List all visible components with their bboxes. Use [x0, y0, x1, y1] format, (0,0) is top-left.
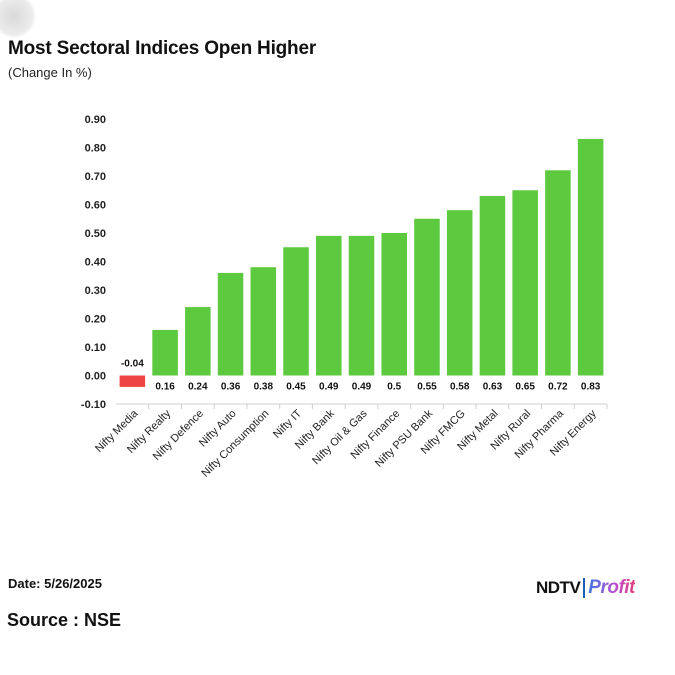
data-label: 0.83: [581, 382, 601, 393]
data-label: 0.49: [352, 382, 372, 393]
bar: [250, 267, 277, 376]
chart-subtitle: (Change In %): [8, 65, 92, 80]
data-label: 0.36: [221, 382, 241, 393]
bar: [545, 170, 571, 376]
bar: [283, 247, 309, 376]
bar: [119, 375, 146, 387]
y-tick-label: 0.20: [85, 314, 106, 326]
data-label: 0.38: [254, 382, 274, 393]
bar: [381, 233, 407, 376]
bar: [185, 307, 211, 376]
bar: [316, 235, 342, 376]
bars: [119, 138, 604, 387]
data-label: 0.63: [483, 382, 503, 393]
bar: [577, 138, 604, 376]
y-tick-label: 0.10: [85, 342, 106, 354]
ndtv-profit-logo: NDTV Profit: [536, 576, 635, 600]
y-tick-label: -0.10: [81, 399, 106, 411]
y-axis: 0.90 0.80 0.70 0.60 0.50 0.40 0.30 0.20 0.10 0.00…: [81, 114, 106, 411]
logo-profit-text: Profit: [588, 577, 635, 598]
logo-ndtv-text: NDTV: [536, 578, 581, 597]
date-label: Date: 5/26/2025: [8, 576, 102, 591]
data-label: 0.5: [387, 382, 401, 393]
y-tick-label: 0.30: [85, 285, 106, 297]
y-tick-label: 0.50: [85, 228, 106, 240]
data-label: 0.24: [188, 382, 208, 393]
data-label: -0.04: [121, 359, 144, 370]
bar: [414, 218, 440, 376]
bar: [217, 272, 244, 376]
data-label: 0.65: [515, 382, 535, 393]
value-labels: -0.04 0.16 0.24 0.36 0.38 0.45 0.49 0.49 0.5 0.55…: [121, 359, 601, 393]
data-label: 0.49: [319, 382, 339, 393]
bar: [512, 190, 538, 376]
y-tick-label: 0.70: [85, 171, 106, 183]
bar: [348, 235, 375, 376]
bar: [446, 210, 473, 376]
data-label: 0.58: [450, 382, 470, 393]
y-tick-label: 0.00: [85, 371, 106, 383]
logo-separator: [583, 578, 586, 598]
x-tick-label: Nifty PSU Bank: [373, 407, 435, 469]
data-label: 0.55: [417, 382, 437, 393]
data-label: 0.45: [286, 382, 306, 393]
bar-chart: 0.90 0.80 0.70 0.60 0.50 0.40 0.30 0.20 0.10 0.00…: [81, 114, 608, 480]
bar: [152, 329, 178, 376]
y-tick-label: 0.80: [85, 143, 106, 155]
y-tick-label: 0.60: [85, 200, 106, 212]
data-label: 0.72: [548, 382, 568, 393]
bar: [479, 195, 506, 376]
chart-title: Most Sectoral Indices Open Higher: [8, 38, 317, 59]
source-label: Source : NSE: [7, 610, 122, 630]
data-label: 0.16: [155, 382, 175, 393]
y-tick-label: 0.40: [85, 257, 106, 269]
y-tick-label: 0.90: [85, 114, 106, 126]
